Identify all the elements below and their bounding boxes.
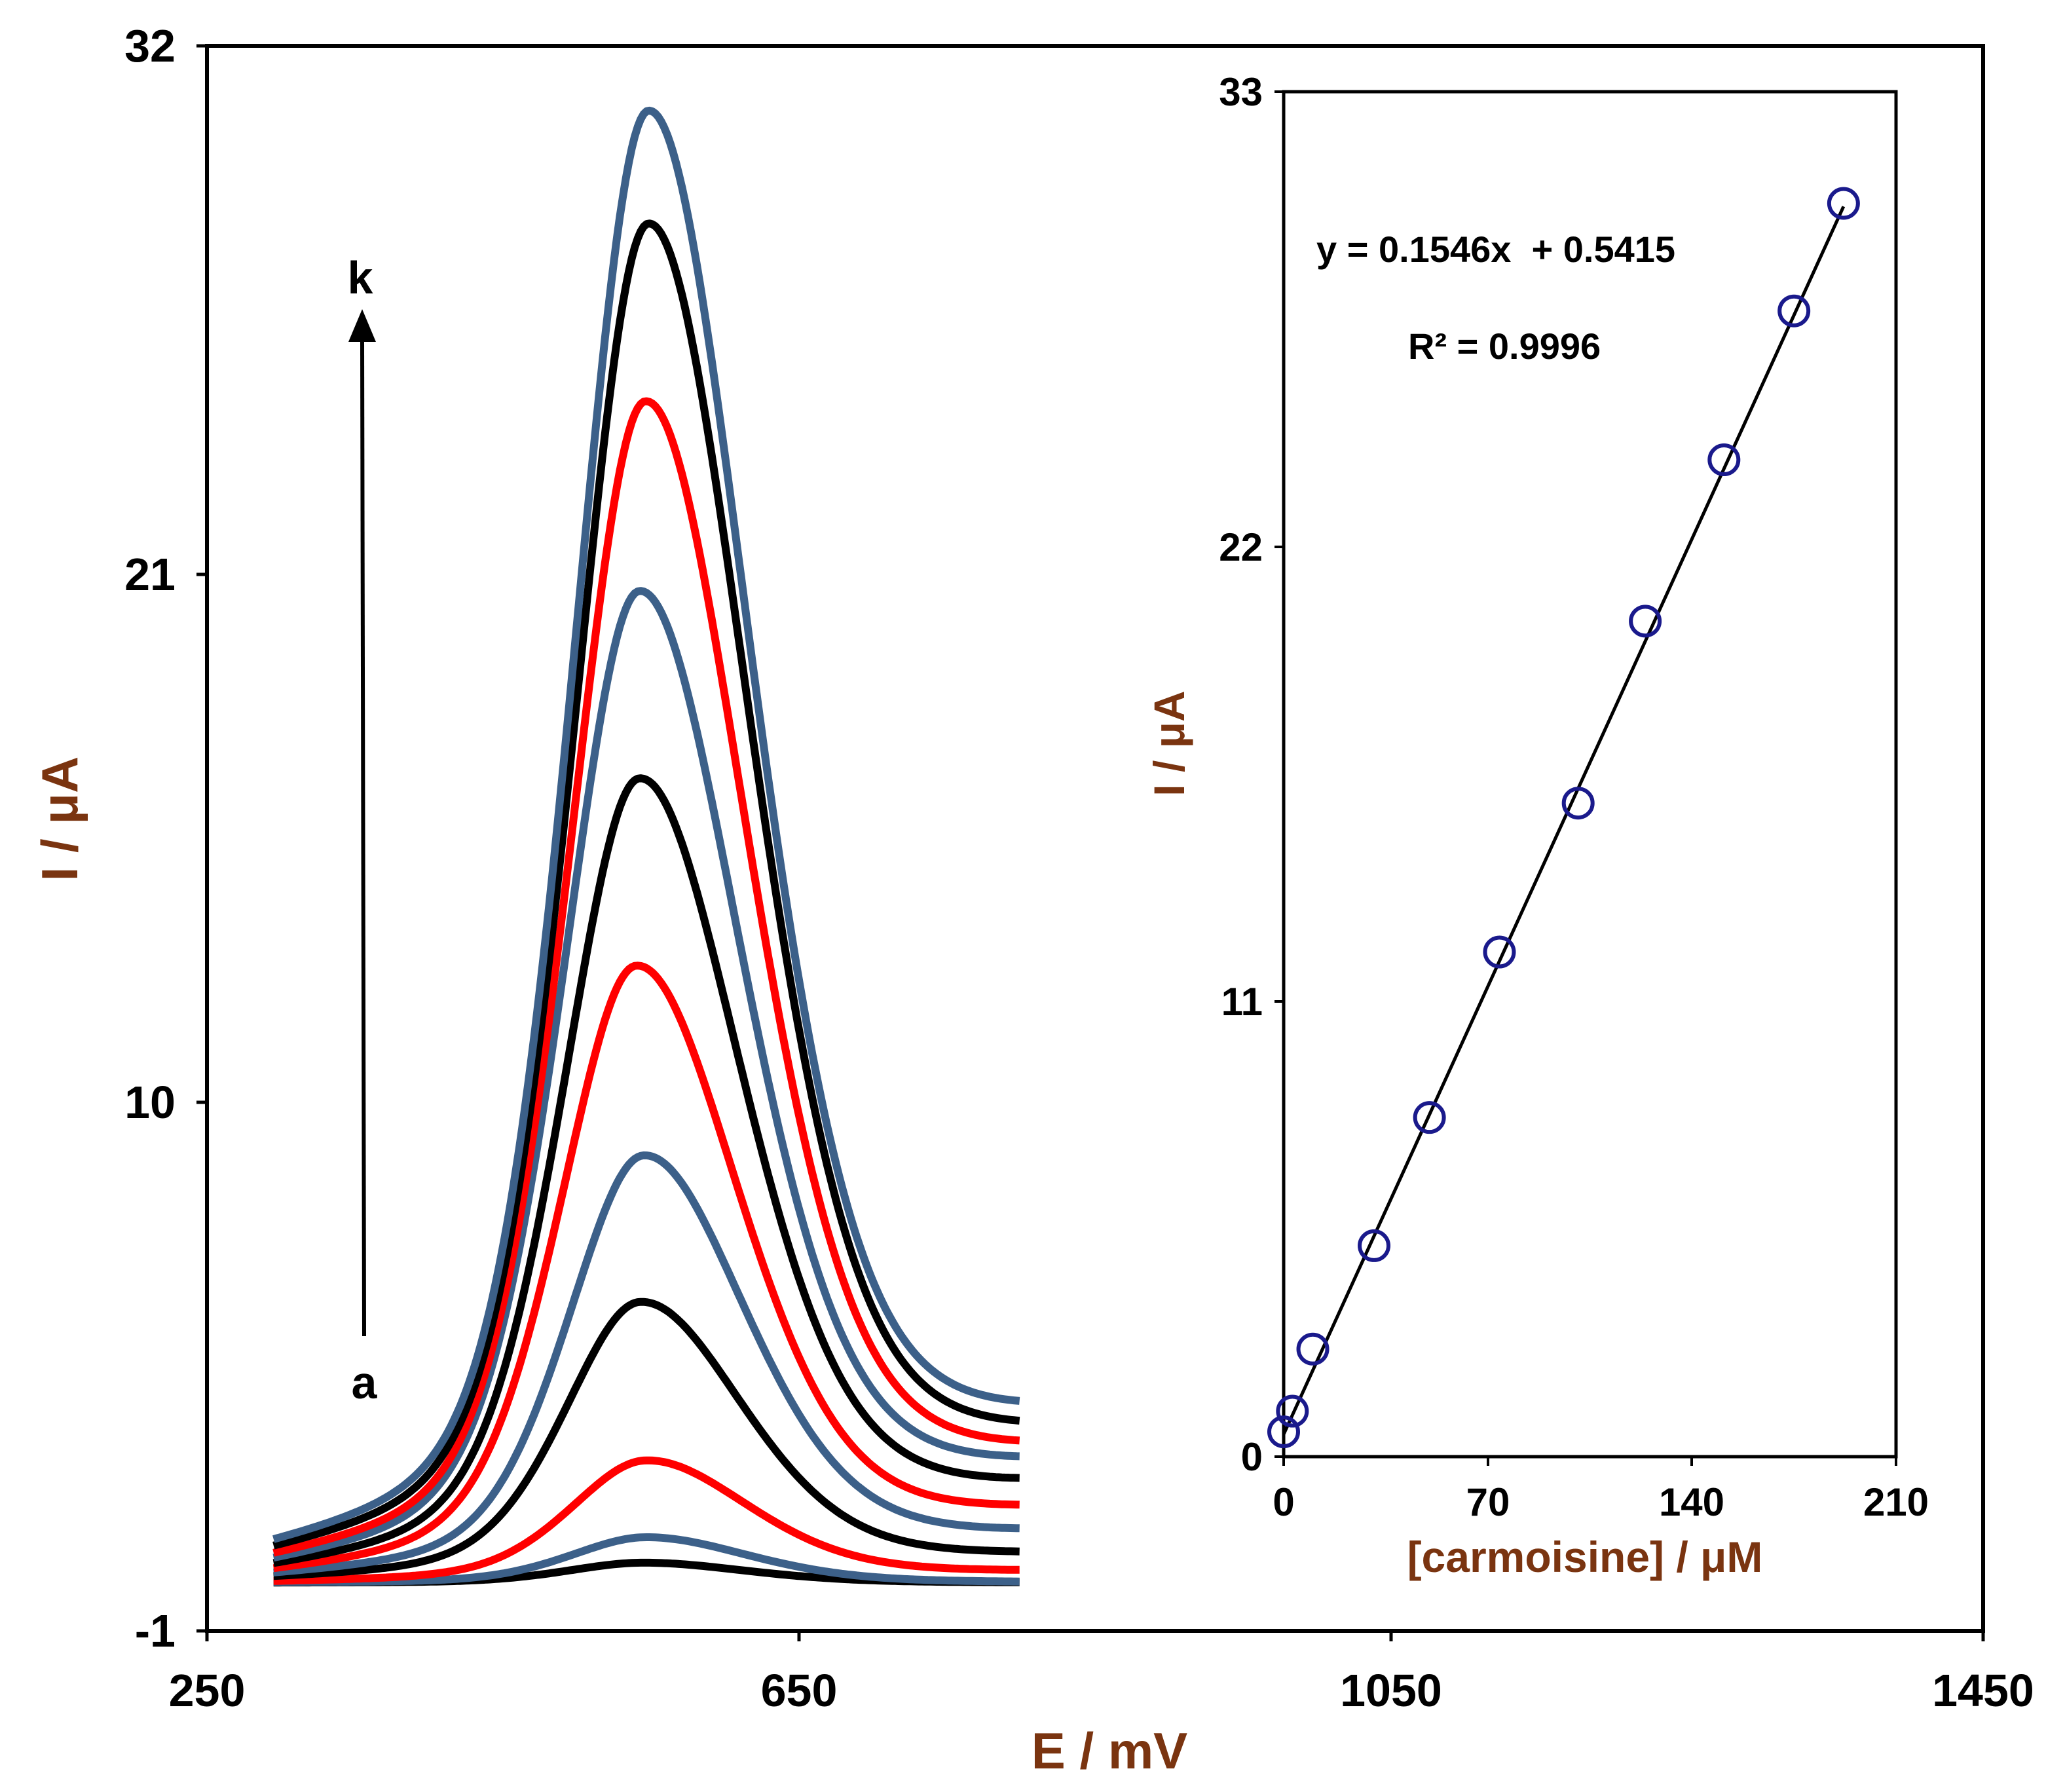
data-point-4	[1358, 1229, 1391, 1262]
trend-arrow-shaft	[360, 339, 366, 1337]
data-point-11	[1827, 187, 1860, 220]
voltammogram-curve-h	[272, 587, 1021, 1562]
main-y-tick-label: -1	[135, 1605, 176, 1656]
data-point-5	[1413, 1101, 1446, 1134]
main-x-tick-label: 250	[169, 1665, 246, 1716]
voltammogram-curve-j	[272, 219, 1021, 1550]
voltammogram-curve-e	[272, 1151, 1021, 1577]
main-x-tick-label: 1050	[1340, 1665, 1442, 1716]
inset-y-axis-title: I / μA	[1145, 690, 1193, 796]
voltammogram-curve-f	[272, 961, 1021, 1573]
inset-x-tick-label: 140	[1659, 1480, 1724, 1524]
inset-x-tick-label: 0	[1273, 1480, 1294, 1524]
voltammogram-curves	[272, 106, 1021, 1587]
main-y-tick-label: 32	[124, 20, 176, 71]
data-point-7	[1561, 787, 1595, 820]
data-point-2	[1276, 1394, 1309, 1428]
data-point-9	[1707, 443, 1741, 477]
curve-label-k: k	[348, 252, 373, 303]
data-point-6	[1483, 935, 1516, 969]
main-y-tick-label: 21	[124, 549, 176, 600]
main-y-tick-label: 10	[124, 1077, 176, 1128]
inset-y-tick-label: 33	[1219, 70, 1263, 114]
data-point-3	[1296, 1332, 1330, 1366]
voltammogram-curve-k	[272, 106, 1021, 1543]
voltammogram-curve-d	[272, 1297, 1021, 1580]
main-x-tick-label: 1450	[1932, 1665, 2034, 1716]
inset-plot: 33 22 11 0 0 70 140 210 [carmoisine] / μ…	[1145, 70, 1929, 1581]
fit-equation: y = 0.1546x + 0.5415	[1316, 229, 1675, 270]
voltammogram-curve-c	[272, 1456, 1021, 1585]
voltammogram-curve-g	[272, 774, 1021, 1567]
inset-x-tick-label: 210	[1863, 1480, 1929, 1524]
voltammogram-curve-b	[272, 1533, 1021, 1586]
inset-points	[1267, 187, 1860, 1449]
inset-x-axis-title: [carmoisine] / μM	[1407, 1533, 1763, 1581]
trend-arrow-head	[348, 309, 376, 342]
data-point-1	[1267, 1415, 1300, 1449]
main-plot: 32 21 10 -1 250 650 1050 1450 E / mV I /…	[31, 20, 2034, 1780]
data-point-10	[1777, 294, 1811, 327]
inset-y-tick-label: 11	[1221, 980, 1263, 1024]
inset-y-tick-label: 22	[1219, 525, 1263, 569]
inset-plot-frame	[1282, 90, 1898, 1459]
fit-r-squared: R² = 0.9996	[1408, 326, 1601, 367]
data-point-8	[1629, 605, 1662, 638]
inset-x-tick-marks	[1282, 1457, 1897, 1466]
voltammogram-curve-i	[272, 397, 1021, 1557]
main-x-axis-title: E / mV	[1032, 1722, 1187, 1780]
curve-label-a: a	[352, 1357, 378, 1408]
main-y-tick-marks	[196, 44, 207, 1633]
main-plot-frame	[205, 44, 1985, 1633]
inset-y-tick-label: 0	[1241, 1435, 1263, 1479]
main-y-axis-title: I / μA	[31, 756, 88, 882]
main-x-tick-label: 650	[761, 1665, 838, 1716]
inset-y-tick-marks	[1274, 90, 1284, 1458]
inset-x-tick-label: 70	[1466, 1480, 1510, 1524]
main-x-tick-marks	[205, 1631, 1985, 1641]
